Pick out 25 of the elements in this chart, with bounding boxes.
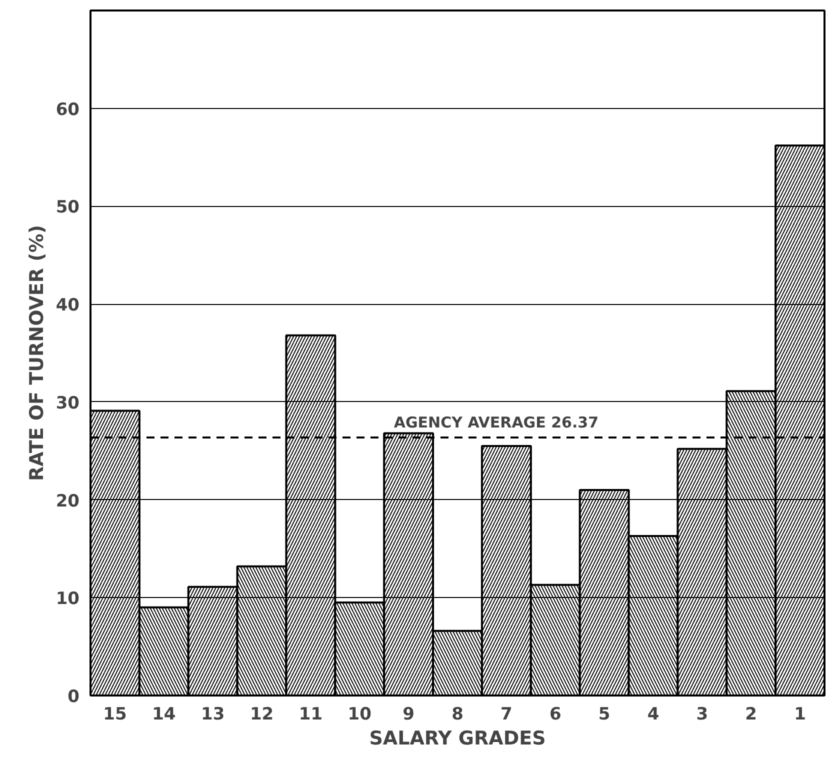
y-tick-label: 40 (56, 296, 80, 316)
y-tick-label: 20 (56, 491, 80, 512)
x-tick-label: 6 (549, 704, 562, 724)
x-tick-label: 5 (598, 704, 610, 724)
x-tick-label: 3 (696, 704, 708, 724)
x-tick-label: 12 (250, 704, 274, 724)
x-tick-label: 10 (348, 704, 372, 724)
x-tick-label: 11 (298, 704, 323, 724)
x-tick-label: 13 (201, 704, 225, 724)
ref-line-label: AGENCY AVERAGE 26.37 (394, 414, 599, 432)
x-axis-title: SALARY GRADES (369, 728, 546, 750)
x-tick-label: 4 (647, 704, 660, 724)
y-tick-label: 50 (56, 198, 80, 218)
x-tick-label: 9 (402, 704, 414, 724)
y-tick-label: 30 (56, 393, 80, 414)
y-axis-title: RATE OF TURNOVER (%) (26, 224, 48, 482)
y-tick-label: 0 (68, 687, 80, 707)
x-tick-label: 15 (103, 704, 127, 724)
x-tick-label: 7 (500, 704, 512, 724)
x-tick-label: 8 (452, 704, 464, 724)
x-tick-label: 2 (745, 704, 758, 724)
y-tick-label: 10 (56, 589, 80, 610)
x-tick-label: 1 (794, 704, 806, 724)
y-tick-label: 60 (56, 100, 80, 120)
x-tick-label: 14 (152, 704, 176, 724)
